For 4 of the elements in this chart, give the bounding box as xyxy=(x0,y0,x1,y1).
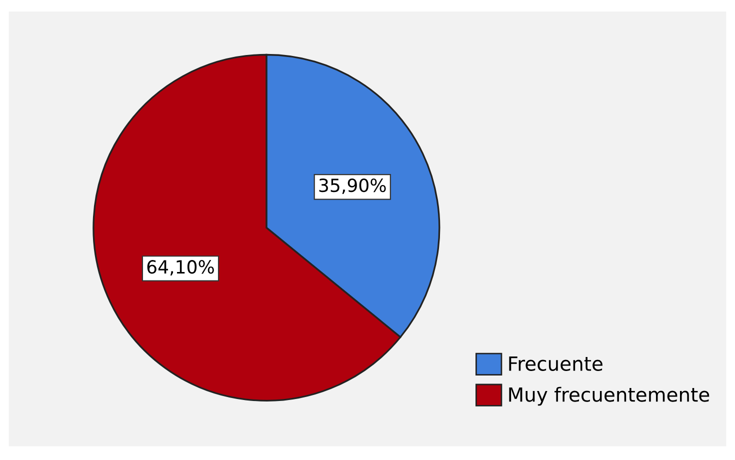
legend-label: Muy frecuentemente xyxy=(509,386,710,406)
legend-label: Frecuente xyxy=(509,356,602,371)
data-label: 35,90% xyxy=(319,178,386,194)
data-label: 64,10% xyxy=(147,260,214,276)
